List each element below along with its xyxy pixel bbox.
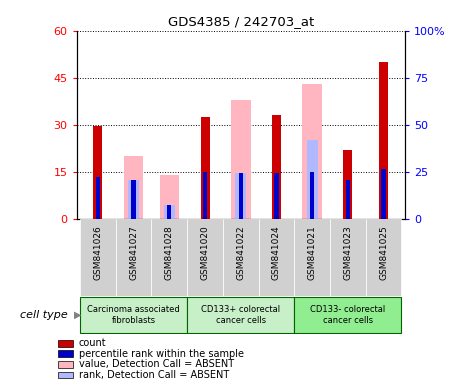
Bar [310, 172, 314, 219]
Bar [80, 297, 187, 333]
Bar [164, 205, 175, 219]
Text: GSM841027: GSM841027 [129, 225, 138, 280]
Bar [294, 219, 330, 296]
Text: ▶: ▶ [74, 310, 82, 320]
Text: cell type: cell type [20, 310, 68, 320]
Bar [302, 84, 322, 219]
Bar [152, 219, 187, 296]
Text: GSM841025: GSM841025 [379, 225, 388, 280]
Bar [58, 361, 73, 368]
Text: GSM841022: GSM841022 [236, 225, 245, 280]
Bar [330, 219, 366, 296]
Bar [58, 340, 73, 347]
Text: count: count [79, 338, 106, 348]
Bar [259, 219, 294, 296]
Bar [124, 156, 144, 219]
Bar [346, 180, 350, 219]
Text: GSM841028: GSM841028 [165, 225, 174, 280]
Bar [159, 175, 179, 219]
Text: rank, Detection Call = ABSENT: rank, Detection Call = ABSENT [79, 370, 229, 380]
Bar [94, 126, 103, 219]
Text: GSM841023: GSM841023 [343, 225, 352, 280]
Bar [238, 174, 243, 219]
Bar [379, 62, 388, 219]
Bar [58, 371, 73, 378]
Bar [167, 205, 171, 219]
Bar [294, 297, 401, 333]
Bar [187, 297, 294, 333]
Text: CD133+ colorectal
cancer cells: CD133+ colorectal cancer cells [201, 305, 280, 324]
Text: GSM841021: GSM841021 [308, 225, 317, 280]
Bar [343, 150, 352, 219]
Bar [96, 177, 100, 219]
Bar [274, 174, 279, 219]
Bar [128, 180, 139, 219]
Text: percentile rank within the sample: percentile rank within the sample [79, 349, 243, 359]
Bar [307, 141, 318, 219]
Text: Carcinoma associated
fibroblasts: Carcinoma associated fibroblasts [87, 305, 180, 324]
Bar [382, 169, 386, 219]
Bar [203, 172, 207, 219]
Bar [201, 117, 210, 219]
Bar [366, 219, 401, 296]
Bar [131, 180, 136, 219]
Bar [116, 219, 152, 296]
Bar [187, 219, 223, 296]
Text: GSM841024: GSM841024 [272, 225, 281, 280]
Bar [272, 115, 281, 219]
Text: GSM841026: GSM841026 [94, 225, 103, 280]
Bar [223, 219, 259, 296]
Text: GSM841020: GSM841020 [201, 225, 210, 280]
Bar [231, 100, 251, 219]
Bar [235, 174, 246, 219]
Bar [80, 219, 116, 296]
Bar [58, 350, 73, 357]
Text: CD133- colorectal
cancer cells: CD133- colorectal cancer cells [310, 305, 386, 324]
Title: GDS4385 / 242703_at: GDS4385 / 242703_at [167, 15, 314, 28]
Text: value, Detection Call = ABSENT: value, Detection Call = ABSENT [79, 359, 234, 369]
